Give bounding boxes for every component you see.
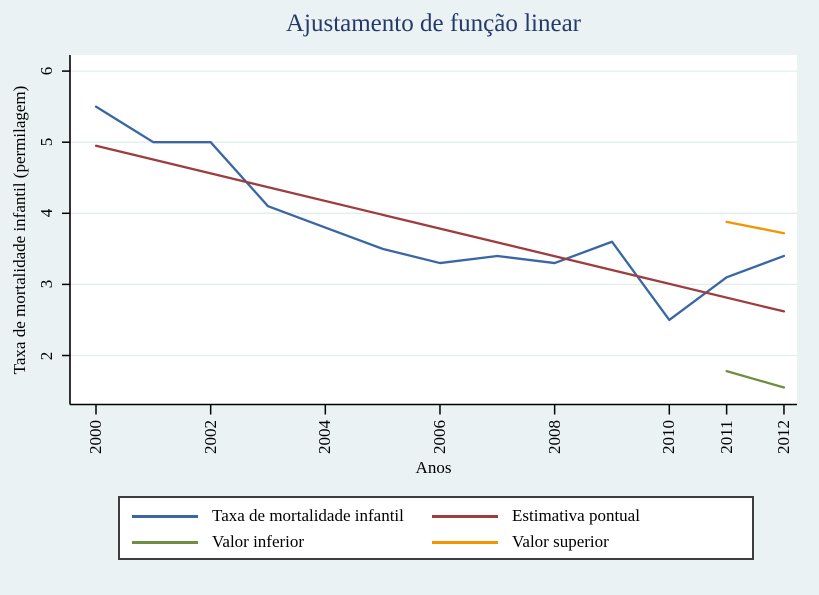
legend: Taxa de mortalidade infantil Estimativa … (118, 496, 754, 560)
x-tick-label-2000: 2000 (86, 420, 105, 454)
x-axis-title: Anos (415, 458, 452, 477)
legend-entry-upper: Valor superior (432, 531, 609, 553)
legend-label: Valor inferior (212, 532, 305, 551)
y-tick-label-4: 4 (37, 209, 56, 218)
y-tick-label-5: 5 (37, 137, 56, 147)
x-tick-label-2006: 2006 (429, 420, 449, 454)
series-line-estimativa-pontual (94, 144, 786, 313)
x-tick-label-2011: 2011 (716, 420, 736, 454)
series-line-valor-inferior (725, 369, 786, 389)
y-tick-label-6: 6 (37, 66, 56, 76)
legend-entry-lower: Valor inferior (132, 531, 304, 553)
plot-background (70, 55, 797, 405)
legend-label: Estimativa pontual (512, 506, 640, 525)
legend-entry-estimate: Estimativa pontual (432, 505, 640, 527)
legend-label: Valor superior (512, 532, 609, 551)
y-tick-label-2: 2 (37, 351, 56, 360)
y-tick-label-3: 3 (37, 280, 56, 289)
x-tick-label-2002: 2002 (200, 420, 220, 454)
x-tick-label-2004: 2004 (315, 420, 335, 454)
x-tick-label-2010: 2010 (659, 420, 679, 454)
series-line-taxa-de-mortalidade-infantil (94, 105, 786, 322)
legend-label: Taxa de mortalidade infantil (212, 506, 404, 525)
legend-line-sample-upper (432, 540, 498, 544)
legend-line-sample-lower (132, 540, 198, 544)
y-axis-title: Taxa de mortalidade infantil (permilagem… (10, 85, 29, 375)
x-tick-label-2008: 2008 (544, 420, 564, 454)
series-line-valor-superior (725, 220, 786, 235)
legend-line-sample-mortality (132, 514, 198, 518)
legend-line-sample-estimate (432, 514, 498, 518)
chart-title: Ajustamento de função linear (285, 10, 582, 37)
x-tick-label-2012: 2012 (773, 420, 793, 454)
legend-entry-mortality: Taxa de mortalidade infantil (132, 505, 404, 527)
